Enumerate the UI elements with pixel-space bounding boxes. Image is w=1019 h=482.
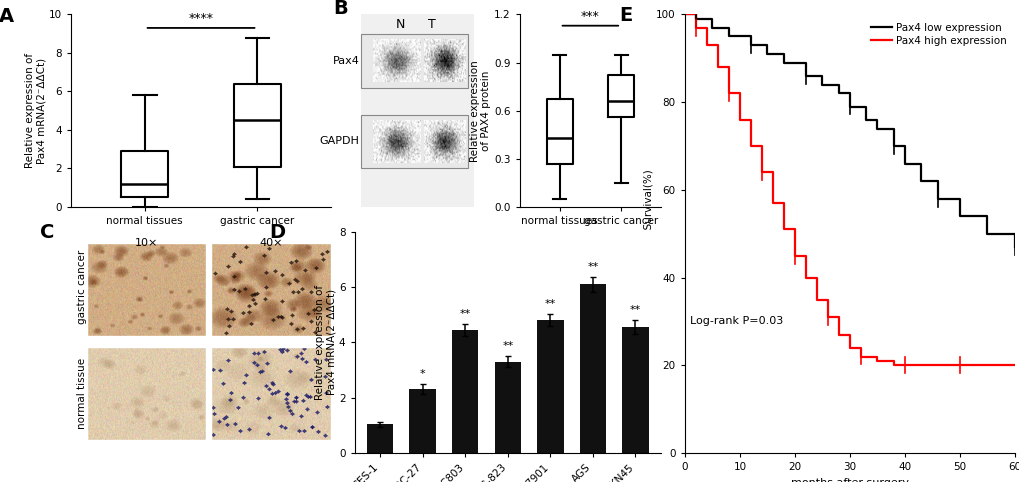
Pax4 high expression	[843, 345, 855, 351]
Y-axis label: Relative expression
of PAX4 protein: Relative expression of PAX4 protein	[470, 60, 491, 161]
Text: E: E	[619, 6, 632, 25]
Pax4 high expression	[810, 296, 822, 303]
Bar	[211, 347, 330, 440]
Legend: Pax4 low expression, Pax4 high expression: Pax4 low expression, Pax4 high expressio…	[867, 20, 1009, 49]
Y-axis label: Relative expression of
Pax4 mRNA(2⁻ΔΔCt): Relative expression of Pax4 mRNA(2⁻ΔΔCt)	[24, 53, 47, 168]
Bar	[360, 115, 468, 168]
Text: **: **	[460, 309, 471, 319]
Text: C: C	[40, 223, 55, 242]
Text: Log-rank P=0.03: Log-rank P=0.03	[690, 317, 783, 326]
Bar	[87, 347, 206, 440]
Bar	[451, 330, 478, 453]
Pax4 low expression	[887, 143, 899, 149]
Pax4 low expression	[914, 178, 926, 184]
Bar	[579, 284, 605, 453]
Pax4 low expression	[931, 196, 944, 201]
Pax4 low expression	[689, 16, 701, 22]
Pax4 high expression	[1008, 362, 1019, 368]
Bar	[409, 389, 435, 453]
Y-axis label: Relative expression of
Pax4 mRNA(2⁻ΔΔCt): Relative expression of Pax4 mRNA(2⁻ΔΔCt)	[314, 285, 336, 400]
Text: N: N	[395, 17, 405, 30]
Y-axis label: Disease Free Survival(%): Disease Free Survival(%)	[643, 169, 653, 299]
Pax4 low expression	[980, 231, 993, 237]
Pax4 high expression	[953, 362, 965, 368]
Text: **: **	[501, 341, 513, 351]
Pax4 high expression	[914, 362, 926, 368]
Pax4 low expression	[760, 51, 772, 57]
Text: **: **	[629, 305, 641, 315]
Pax4 low expression	[1008, 244, 1019, 250]
Text: ***: ***	[581, 10, 599, 23]
Bar	[87, 243, 206, 336]
Text: 40×: 40×	[259, 239, 282, 248]
Text: T: T	[428, 17, 436, 30]
Pax4 high expression	[755, 170, 767, 175]
Text: A: A	[0, 7, 14, 26]
Bar	[360, 34, 468, 88]
Pax4 low expression	[705, 25, 717, 30]
Pax4 low expression	[777, 60, 790, 66]
Pax4 high expression	[777, 227, 790, 232]
Pax4 high expression	[832, 332, 844, 337]
Text: GAPDH: GAPDH	[319, 136, 359, 147]
Pax4 low expression	[815, 82, 827, 88]
Pax4 high expression	[931, 362, 944, 368]
Pax4 high expression	[733, 117, 745, 122]
Bar	[367, 424, 393, 453]
Text: 10×: 10×	[135, 239, 158, 248]
Pax4 high expression	[766, 200, 779, 206]
Line: Pax4 low expression: Pax4 low expression	[684, 14, 1014, 247]
Pax4 high expression	[700, 42, 712, 48]
Pax4 high expression	[870, 358, 882, 364]
Pax4 high expression	[821, 314, 834, 320]
Pax4 high expression	[898, 362, 910, 368]
Pax4 high expression	[854, 354, 866, 360]
Text: gastric cancer: gastric cancer	[76, 250, 87, 324]
Pax4 low expression	[898, 161, 910, 166]
Text: *: *	[420, 370, 425, 379]
Text: **: **	[587, 262, 598, 272]
Pax4 high expression	[711, 64, 723, 70]
Pax4 high expression	[678, 12, 690, 17]
Line: Pax4 high expression: Pax4 high expression	[684, 14, 1014, 365]
Pax4 low expression	[843, 104, 855, 109]
Pax4 low expression	[799, 73, 811, 79]
Pax4 high expression	[887, 362, 899, 368]
Pax4 high expression	[744, 143, 756, 149]
Pax4 low expression	[678, 12, 690, 17]
Text: Pax4: Pax4	[332, 55, 359, 66]
X-axis label: months after surgery: months after surgery	[790, 478, 908, 482]
Pax4 high expression	[722, 91, 735, 96]
Pax4 low expression	[744, 42, 756, 48]
Pax4 high expression	[980, 362, 993, 368]
Text: ****: ****	[189, 12, 213, 25]
Text: normal tissue: normal tissue	[76, 358, 87, 429]
Text: B: B	[333, 0, 347, 18]
Pax4 low expression	[953, 214, 965, 219]
Bar	[537, 320, 562, 453]
Pax4 low expression	[722, 34, 735, 40]
Pax4 high expression	[788, 253, 800, 258]
Bar	[211, 243, 330, 336]
Text: **: **	[544, 299, 555, 309]
Pax4 high expression	[799, 275, 811, 281]
Bar	[494, 362, 521, 453]
Pax4 low expression	[870, 126, 882, 132]
Bar	[622, 327, 648, 453]
Text: D: D	[269, 223, 284, 242]
Pax4 high expression	[689, 25, 701, 30]
Pax4 low expression	[832, 91, 844, 96]
Pax4 low expression	[859, 117, 871, 122]
